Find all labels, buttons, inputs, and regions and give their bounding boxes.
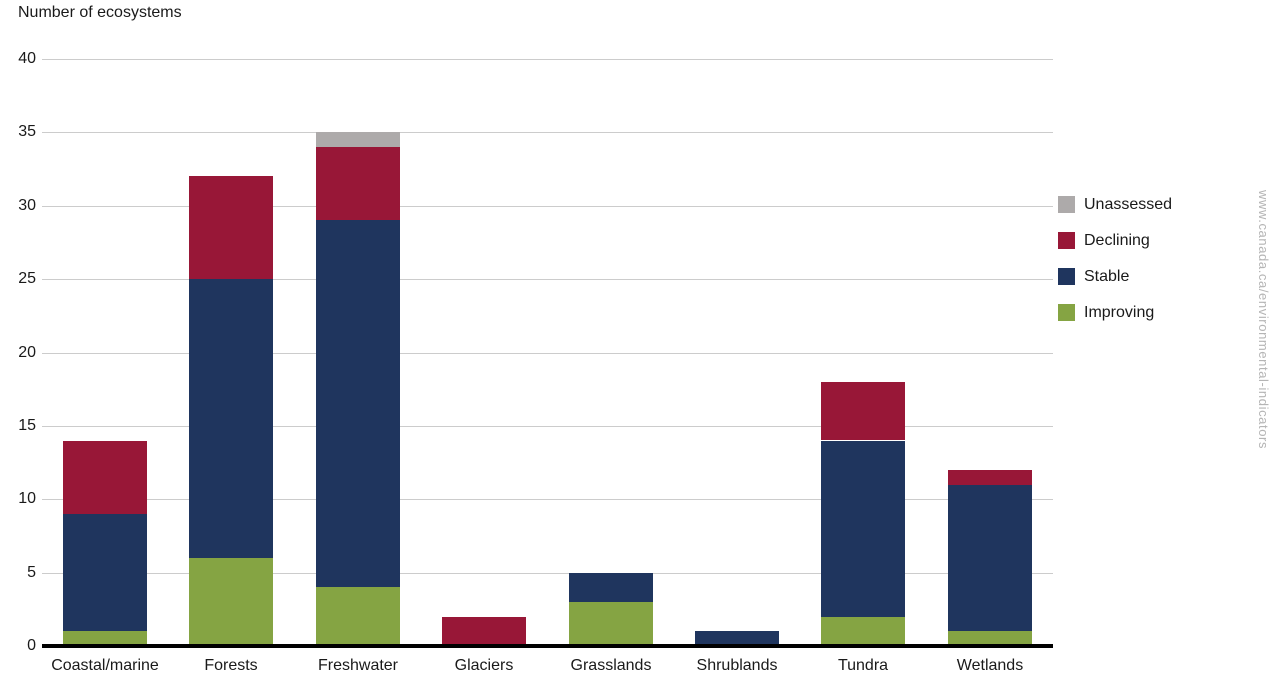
bar-wetlands-declining xyxy=(948,469,1032,485)
legend-label-unassessed: Unassessed xyxy=(1084,195,1173,213)
gridline-y-20 xyxy=(42,353,1053,354)
x-axis-label-wetlands: Wetlands xyxy=(956,657,1024,674)
y-axis-label-20: 20 xyxy=(18,344,36,361)
legend-item-declining: Declining xyxy=(1058,232,1172,249)
bar-forests-declining xyxy=(189,176,273,280)
gridline-y-40 xyxy=(42,59,1053,60)
bar-tundra-stable xyxy=(821,440,905,617)
bar-freshwater-unassessed xyxy=(316,132,400,148)
bar-tundra-declining xyxy=(821,381,905,441)
gridline-y-30 xyxy=(42,206,1053,207)
legend-swatch-unassessed xyxy=(1058,196,1075,213)
y-axis-label-15: 15 xyxy=(18,417,36,434)
x-axis-label-grasslands: Grasslands xyxy=(570,657,652,674)
x-axis-label-forests: Forests xyxy=(204,657,258,674)
legend-item-improving: Improving xyxy=(1058,304,1172,321)
x-axis-line xyxy=(42,644,1053,648)
x-axis-label-shrublands: Shrublands xyxy=(696,657,778,674)
x-axis-label-glaciers: Glaciers xyxy=(454,657,514,674)
bar-coastal-marine-improving xyxy=(63,631,147,646)
bar-freshwater-stable xyxy=(316,220,400,588)
x-axis-label-freshwater: Freshwater xyxy=(317,657,399,674)
y-axis-label-5: 5 xyxy=(27,564,36,581)
watermark-url: www.canada.ca/environmental-indicators xyxy=(1256,190,1271,450)
bar-glaciers-declining xyxy=(442,616,526,646)
legend-swatch-declining xyxy=(1058,232,1075,249)
legend-label-declining: Declining xyxy=(1084,231,1150,249)
y-axis-label-30: 30 xyxy=(18,197,36,214)
y-axis-label-40: 40 xyxy=(18,50,36,67)
gridline-y-15 xyxy=(42,426,1053,427)
gridline-y-25 xyxy=(42,279,1053,280)
y-axis-label-0: 0 xyxy=(27,637,36,654)
gridline-y-10 xyxy=(42,499,1053,500)
bar-freshwater-improving xyxy=(316,587,400,646)
legend: Unassessed Declining Stable Improving xyxy=(1058,196,1172,340)
x-axis-label-coastal-marine: Coastal/marine xyxy=(51,657,159,674)
bar-coastal-marine-declining xyxy=(63,440,147,514)
gridline-y-35 xyxy=(42,132,1053,133)
bar-wetlands-improving xyxy=(948,631,1032,646)
bar-tundra-improving xyxy=(821,616,905,646)
bar-wetlands-stable xyxy=(948,484,1032,632)
legend-label-stable: Stable xyxy=(1084,267,1130,285)
y-axis-label-10: 10 xyxy=(18,490,36,507)
bar-grasslands-stable xyxy=(569,572,653,602)
legend-item-unassessed: Unassessed xyxy=(1058,196,1172,213)
bar-grasslands-improving xyxy=(569,602,653,646)
bar-shrublands-stable xyxy=(695,631,779,646)
legend-item-stable: Stable xyxy=(1058,268,1172,285)
legend-swatch-improving xyxy=(1058,304,1075,321)
bar-forests-improving xyxy=(189,558,273,647)
gridline-y-5 xyxy=(42,573,1053,574)
bar-coastal-marine-stable xyxy=(63,513,147,632)
chart-title: Number of ecosystems xyxy=(18,4,182,21)
y-axis-label-35: 35 xyxy=(18,123,36,140)
bar-forests-stable xyxy=(189,279,273,558)
legend-label-improving: Improving xyxy=(1084,303,1155,321)
y-axis-label-25: 25 xyxy=(18,270,36,287)
bar-freshwater-declining xyxy=(316,147,400,221)
x-axis-label-tundra: Tundra xyxy=(837,657,889,674)
legend-swatch-stable xyxy=(1058,268,1075,285)
